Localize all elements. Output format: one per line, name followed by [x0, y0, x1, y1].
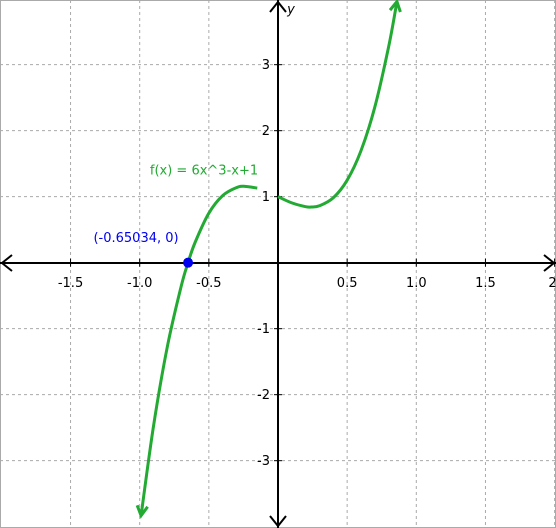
- curve-arrow: [388, 0, 402, 13]
- curve-arrow: [135, 504, 149, 519]
- x-tick-label: -1.5: [58, 276, 83, 291]
- y-axis-label: y: [286, 3, 295, 18]
- y-tick-label: -1: [257, 322, 270, 337]
- x-tick-label: 2.: [548, 276, 556, 291]
- curve-label: f(x) = 6x^3-x+1: [150, 164, 258, 179]
- x-tick-label: 1.5: [475, 276, 496, 291]
- curve: [139, 1, 399, 516]
- plot: [135, 0, 402, 519]
- y-tick-label: 1: [262, 190, 270, 205]
- point-label: (-0.65034, 0): [93, 231, 178, 246]
- y-tick-label: -2: [257, 388, 270, 403]
- y-tick-label: -3: [257, 454, 270, 469]
- x-tick-label: 1.0: [406, 276, 427, 291]
- x-tick-label: -1.0: [127, 276, 152, 291]
- y-tick-label: 3: [262, 58, 270, 73]
- root-point: [183, 257, 194, 268]
- x-tick-label: -0.5: [196, 276, 221, 291]
- y-tick-label: 2: [262, 124, 270, 139]
- x-tick-label: 0.5: [337, 276, 358, 291]
